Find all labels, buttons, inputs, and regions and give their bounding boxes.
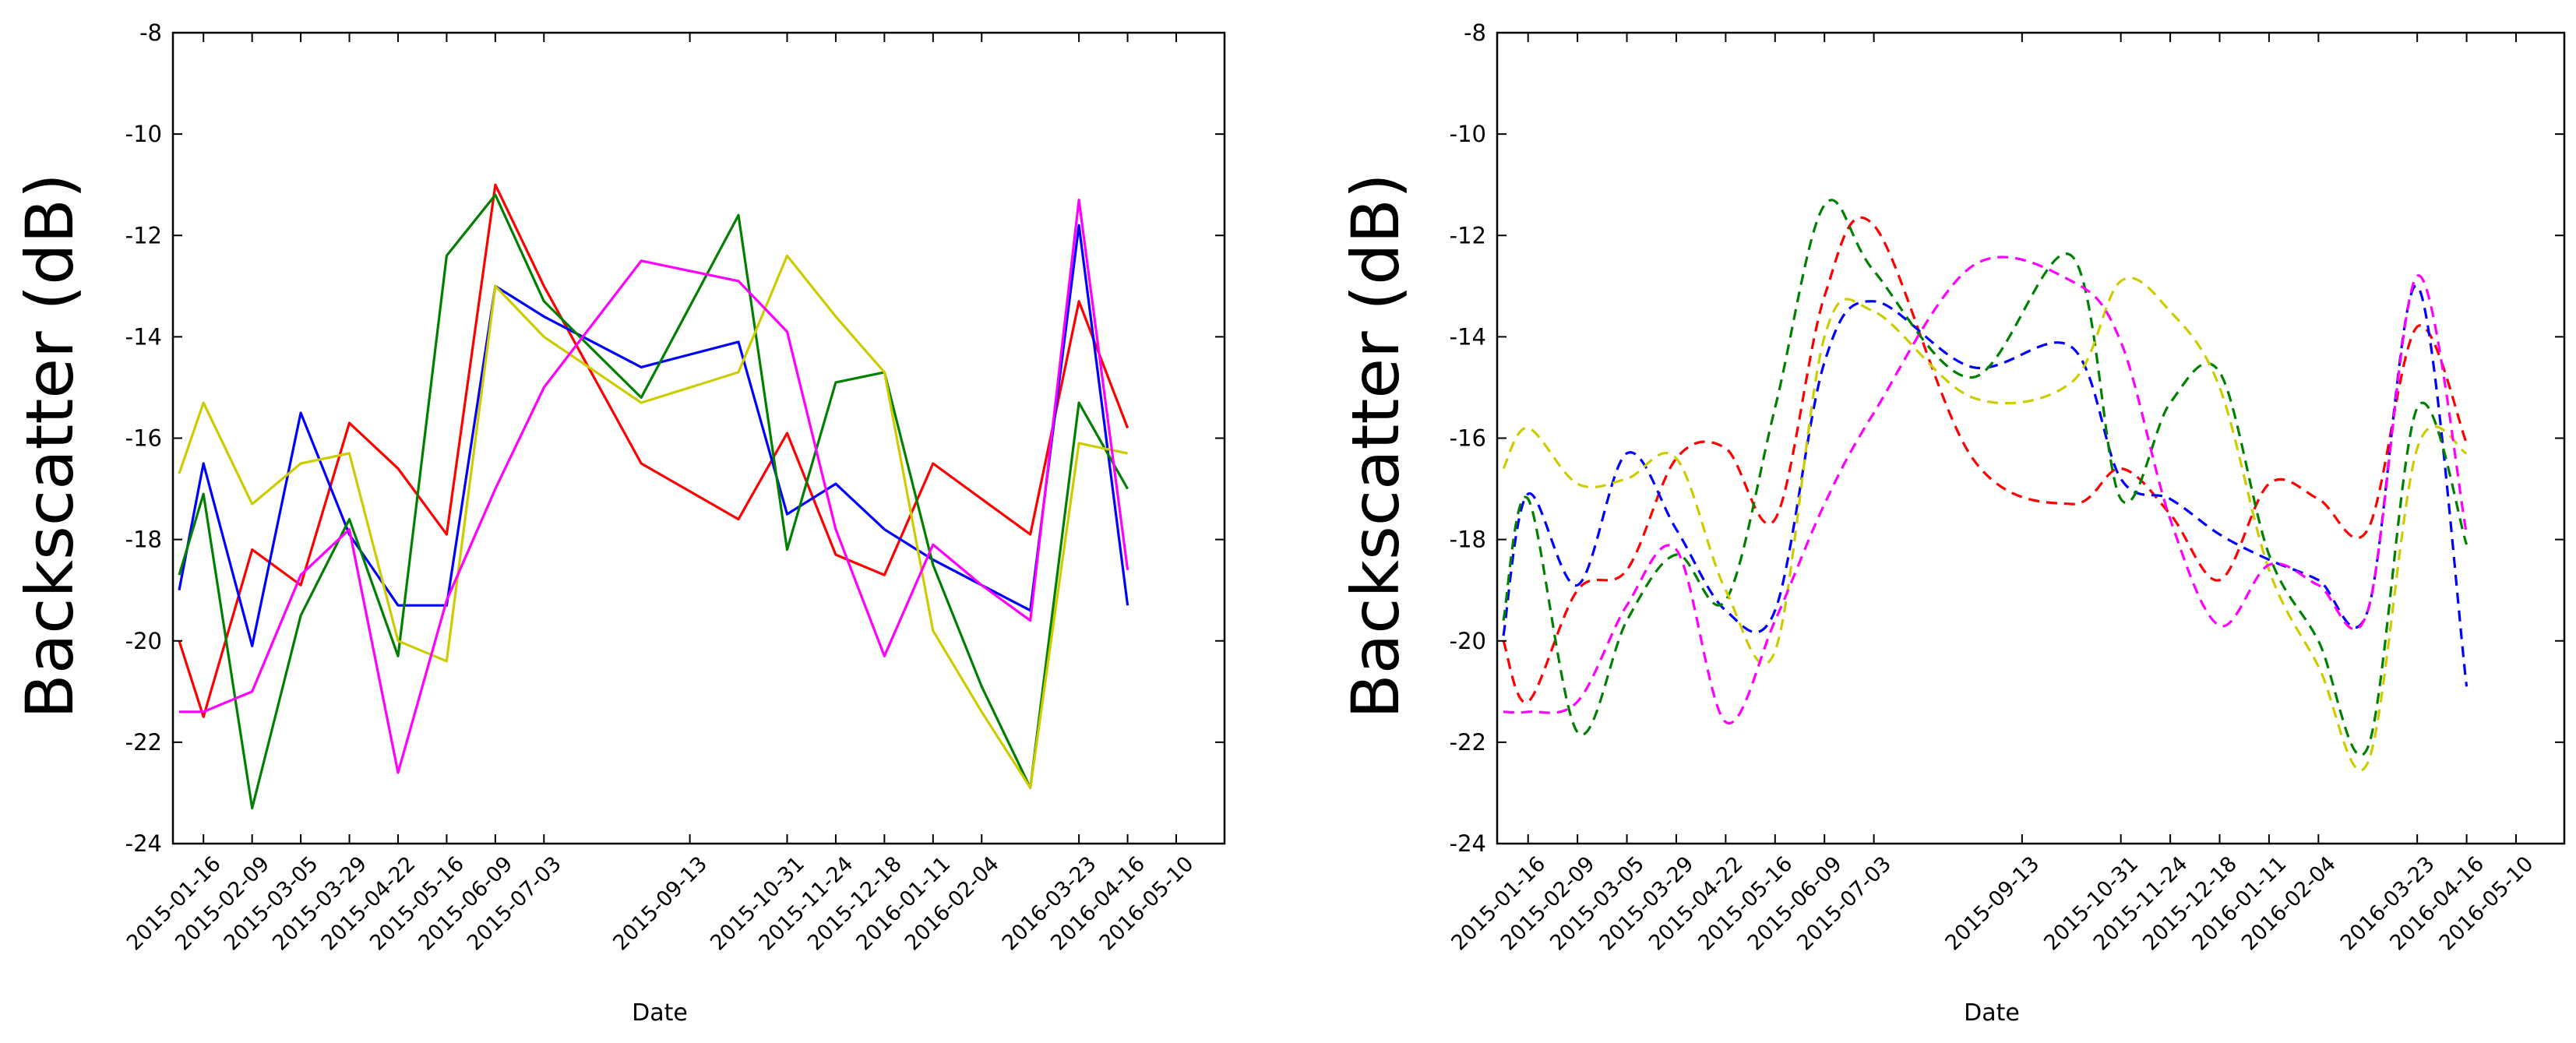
y-tick-label: -18 [1450, 527, 1486, 553]
y-tick-label: -24 [1450, 830, 1486, 857]
y-tick-label: -22 [125, 729, 162, 756]
x-tick-label: 2015-09-13 [608, 852, 712, 956]
series-line-1 [1502, 284, 2469, 687]
y-tick-label: -10 [1450, 121, 1486, 147]
axes-frame [171, 31, 1226, 845]
left-chart: -24-22-20-18-16-14-12-10-82015-01-162015… [12, 19, 1226, 1027]
y-tick-label: -20 [1450, 628, 1486, 654]
series-line-4 [179, 199, 1129, 774]
series-line-2 [178, 193, 1129, 810]
x-tick-label: 2015-09-13 [1941, 852, 2045, 956]
y-tick-label: -16 [1450, 425, 1486, 452]
right-chart: -24-22-20-18-16-14-12-10-82015-01-162015… [1337, 19, 2566, 1027]
series-line-4 [1503, 255, 2469, 725]
y-axis-label: Backscatter (dB) [1337, 173, 1414, 719]
series-line-0 [1502, 216, 2469, 704]
y-tick-label: -24 [125, 830, 162, 857]
series-line-3 [1502, 277, 2468, 772]
y-axis-label: Backscatter (dB) [12, 173, 88, 719]
y-tick-label: -14 [1450, 323, 1486, 350]
series-line-3 [178, 254, 1128, 789]
y-tick-label: -8 [139, 19, 162, 46]
series-line-2 [1502, 199, 2469, 757]
y-tick-label: -8 [1464, 19, 1486, 46]
y-tick-label: -12 [1450, 222, 1486, 248]
x-axis-label: Date [1964, 999, 2020, 1027]
y-tick-label: -16 [125, 425, 162, 452]
y-tick-label: -18 [125, 527, 162, 553]
y-tick-label: -14 [125, 323, 162, 350]
x-axis-label: Date [632, 999, 688, 1027]
series-line-1 [178, 224, 1129, 647]
y-tick-label: -22 [1450, 729, 1486, 756]
y-tick-label: -20 [125, 628, 162, 654]
y-tick-label: -10 [125, 121, 162, 147]
axes-frame [1496, 31, 2566, 845]
y-tick-label: -12 [125, 222, 162, 248]
series-line-0 [178, 183, 1129, 718]
